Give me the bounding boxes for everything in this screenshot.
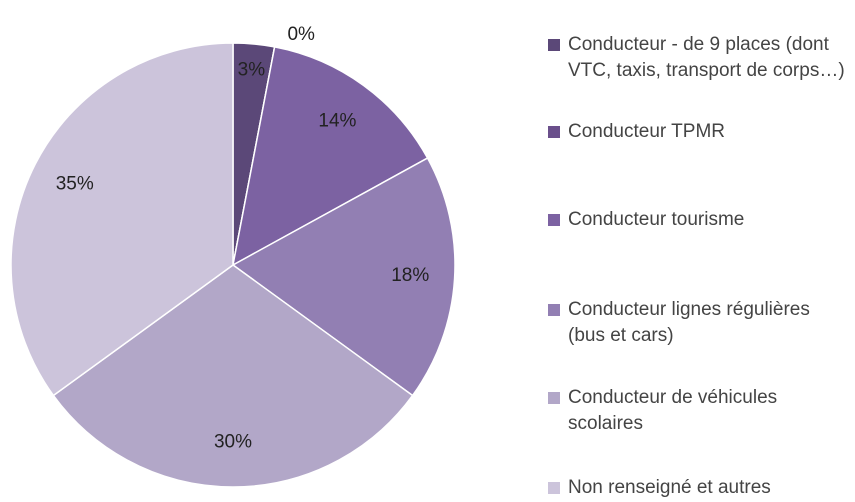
pie-slice — [231, 46, 429, 267]
data-label: 18% — [391, 265, 429, 286]
data-label: 3% — [238, 60, 266, 81]
legend-swatch — [548, 482, 560, 494]
legend-swatch — [548, 39, 560, 51]
legend-label: Conducteur TPMR — [568, 121, 725, 142]
legend-item: Conducteur - de 9 places (dont VTC, taxi… — [548, 32, 848, 84]
pie-slice — [10, 42, 234, 397]
legend-label: Conducteur de véhicules scolaires — [568, 387, 778, 434]
data-label: 35% — [56, 173, 94, 194]
legend-label: Non renseigné et autres — [568, 477, 771, 498]
legend-item: Conducteur TPMR — [548, 119, 848, 145]
data-label: 0% — [287, 24, 315, 45]
legend-item: Conducteur tourisme — [548, 207, 848, 233]
legend-swatch — [548, 304, 560, 316]
legend-label: Conducteur lignes régulières (bus et car… — [568, 299, 810, 346]
legend-label: Conducteur - de 9 places (dont VTC, taxi… — [568, 34, 845, 81]
pie-area: 3% 0% 14% 18% 30% 35% — [10, 24, 456, 488]
legend-swatch — [548, 392, 560, 404]
legend-item: Non renseigné et autres — [548, 475, 848, 501]
pie-slice — [231, 157, 456, 397]
pie-slice — [52, 264, 414, 488]
legend-swatch — [548, 214, 560, 226]
legend-item: Conducteur lignes régulières (bus et car… — [548, 297, 848, 349]
legend-item: Conducteur de véhicules scolaires — [548, 385, 848, 437]
data-label: 30% — [214, 432, 252, 453]
legend-swatch — [548, 126, 560, 138]
data-label: 14% — [318, 110, 356, 131]
legend-label: Conducteur tourisme — [568, 209, 745, 230]
